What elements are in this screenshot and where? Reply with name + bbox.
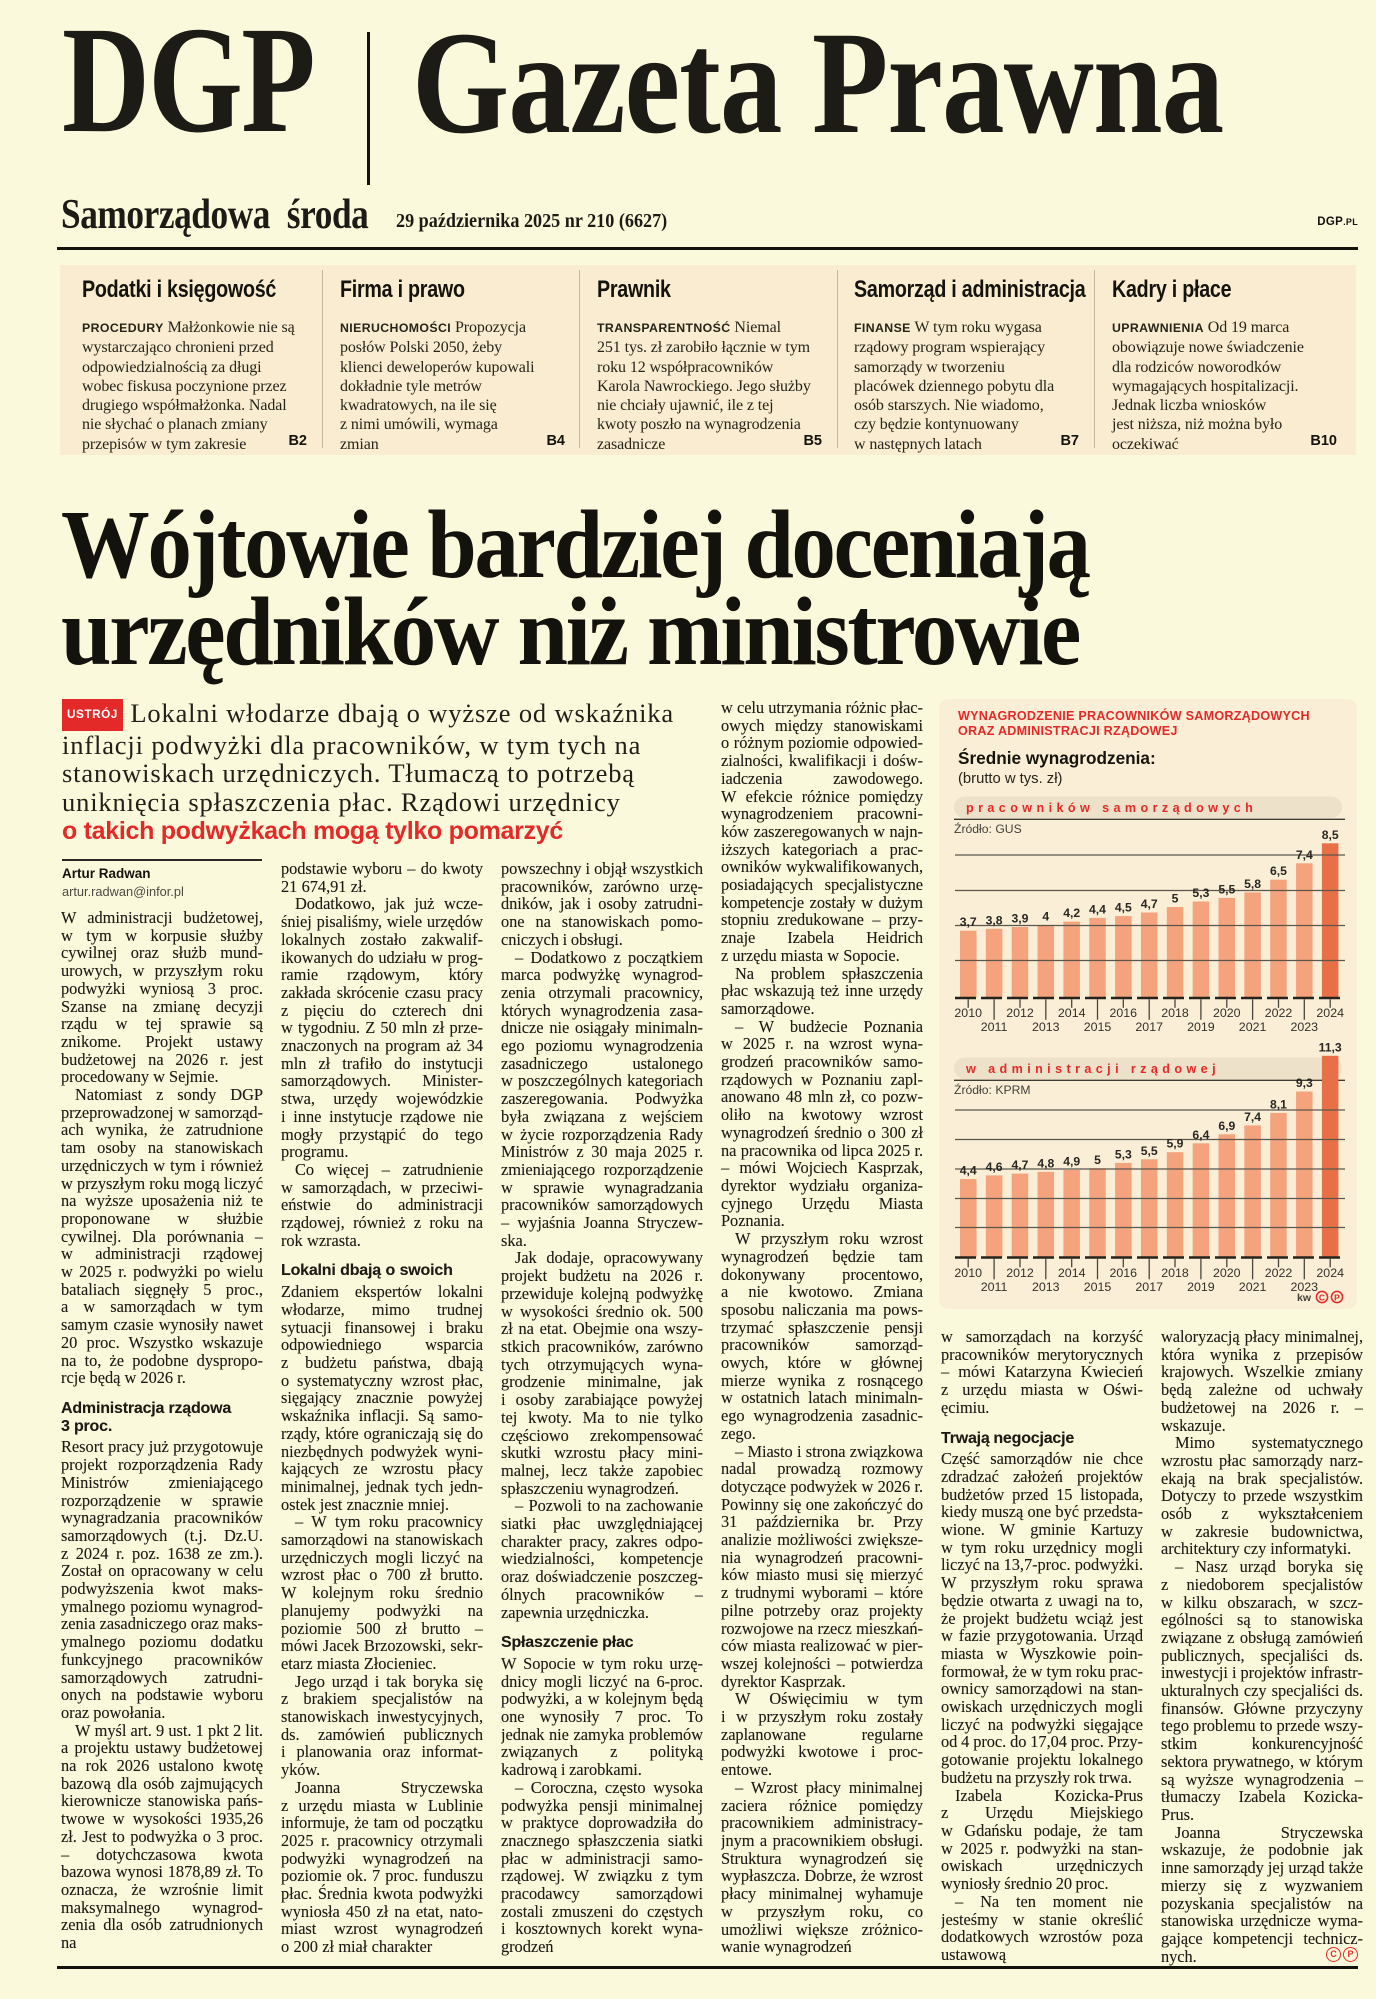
svg-text:6,9: 6,9 [1218,1119,1235,1133]
svg-text:2014: 2014 [1058,1006,1086,1020]
svg-text:3,8: 3,8 [986,913,1003,927]
svg-text:(brutto w tys. zł): (brutto w tys. zł) [958,771,1062,787]
svg-text:2018: 2018 [1161,1006,1189,1020]
svg-text:2022: 2022 [1265,1266,1293,1280]
svg-text:WYNAGRODZENIE PRACOWNIKÓW SAMO: WYNAGRODZENIE PRACOWNIKÓW SAMORZĄDOWYCH [958,708,1310,723]
svg-text:Źródło: KPRM: Źródło: KPRM [954,1082,1031,1097]
svg-text:6,5: 6,5 [1270,864,1287,878]
svg-text:2013: 2013 [1032,1280,1060,1294]
svg-text:2014: 2014 [1058,1266,1086,1280]
svg-text:8,5: 8,5 [1322,828,1339,842]
svg-text:4,7: 4,7 [1141,897,1158,911]
svg-text:2011: 2011 [981,1020,1008,1034]
svg-text:4,2: 4,2 [1063,906,1080,920]
svg-text:2010: 2010 [954,1006,982,1020]
svg-text:4,5: 4,5 [1115,901,1132,915]
svg-text:4,8: 4,8 [1037,1156,1054,1170]
svg-text:4,6: 4,6 [986,1160,1003,1174]
svg-text:5,5: 5,5 [1218,882,1235,896]
svg-text:2017: 2017 [1135,1020,1163,1034]
svg-text:3,9: 3,9 [1012,912,1029,926]
svg-text:7,4: 7,4 [1296,848,1313,862]
svg-text:Źródło: GUS: Źródło: GUS [954,821,1022,836]
svg-text:5,8: 5,8 [1244,877,1261,891]
svg-text:2017: 2017 [1135,1280,1163,1294]
svg-text:2020: 2020 [1213,1006,1241,1020]
svg-text:2018: 2018 [1161,1266,1189,1280]
svg-text:2016: 2016 [1110,1006,1138,1020]
svg-text:2019: 2019 [1187,1280,1215,1294]
svg-text:2023: 2023 [1291,1020,1319,1034]
svg-text:2013: 2013 [1032,1020,1060,1034]
svg-text:2024: 2024 [1316,1266,1344,1280]
svg-text:3,7: 3,7 [960,915,977,929]
svg-text:8,1: 8,1 [1270,1097,1287,1111]
svg-text:2015: 2015 [1084,1020,1112,1034]
svg-text:5: 5 [1094,1153,1101,1167]
svg-text:2016: 2016 [1110,1266,1138,1280]
svg-text:7,4: 7,4 [1244,1110,1261,1124]
svg-text:6,4: 6,4 [1192,1128,1209,1142]
svg-text:2010: 2010 [954,1266,982,1280]
svg-text:ORAZ ADMINISTRACJI RZĄDOWEJ: ORAZ ADMINISTRACJI RZĄDOWEJ [958,724,1178,738]
svg-text:2012: 2012 [1006,1266,1034,1280]
svg-text:4: 4 [1042,910,1049,924]
svg-text:4,7: 4,7 [1012,1158,1029,1172]
svg-text:2012: 2012 [1006,1006,1034,1020]
svg-text:2021: 2021 [1239,1280,1267,1294]
svg-text:4,4: 4,4 [1089,902,1106,916]
svg-text:5,9: 5,9 [1167,1137,1184,1151]
svg-text:C: C [1319,1293,1325,1303]
svg-text:Średnie wynagrodzenia:: Średnie wynagrodzenia: [958,748,1156,768]
svg-text:w administracji rządowej: w administracji rządowej [965,1062,1220,1076]
svg-text:9,3: 9,3 [1296,1076,1313,1090]
svg-text:5: 5 [1172,892,1179,906]
svg-text:11,3: 11,3 [1319,1040,1342,1054]
svg-text:2023: 2023 [1291,1280,1319,1294]
svg-text:5,3: 5,3 [1115,1147,1132,1161]
svg-text:2021: 2021 [1239,1020,1267,1034]
svg-text:2011: 2011 [981,1280,1008,1294]
svg-text:pracowników samorządowych: pracowników samorządowych [966,801,1257,815]
svg-text:2024: 2024 [1316,1006,1344,1020]
svg-text:kw: kw [1297,1292,1312,1304]
svg-text:2015: 2015 [1084,1280,1112,1294]
svg-text:2022: 2022 [1265,1006,1293,1020]
svg-text:5,3: 5,3 [1192,886,1209,900]
svg-text:4,4: 4,4 [960,1164,977,1178]
svg-text:4,9: 4,9 [1063,1155,1080,1169]
svg-text:2019: 2019 [1187,1020,1215,1034]
svg-text:2020: 2020 [1213,1266,1241,1280]
svg-text:5,5: 5,5 [1141,1144,1158,1158]
svg-text:P: P [1334,1293,1340,1303]
